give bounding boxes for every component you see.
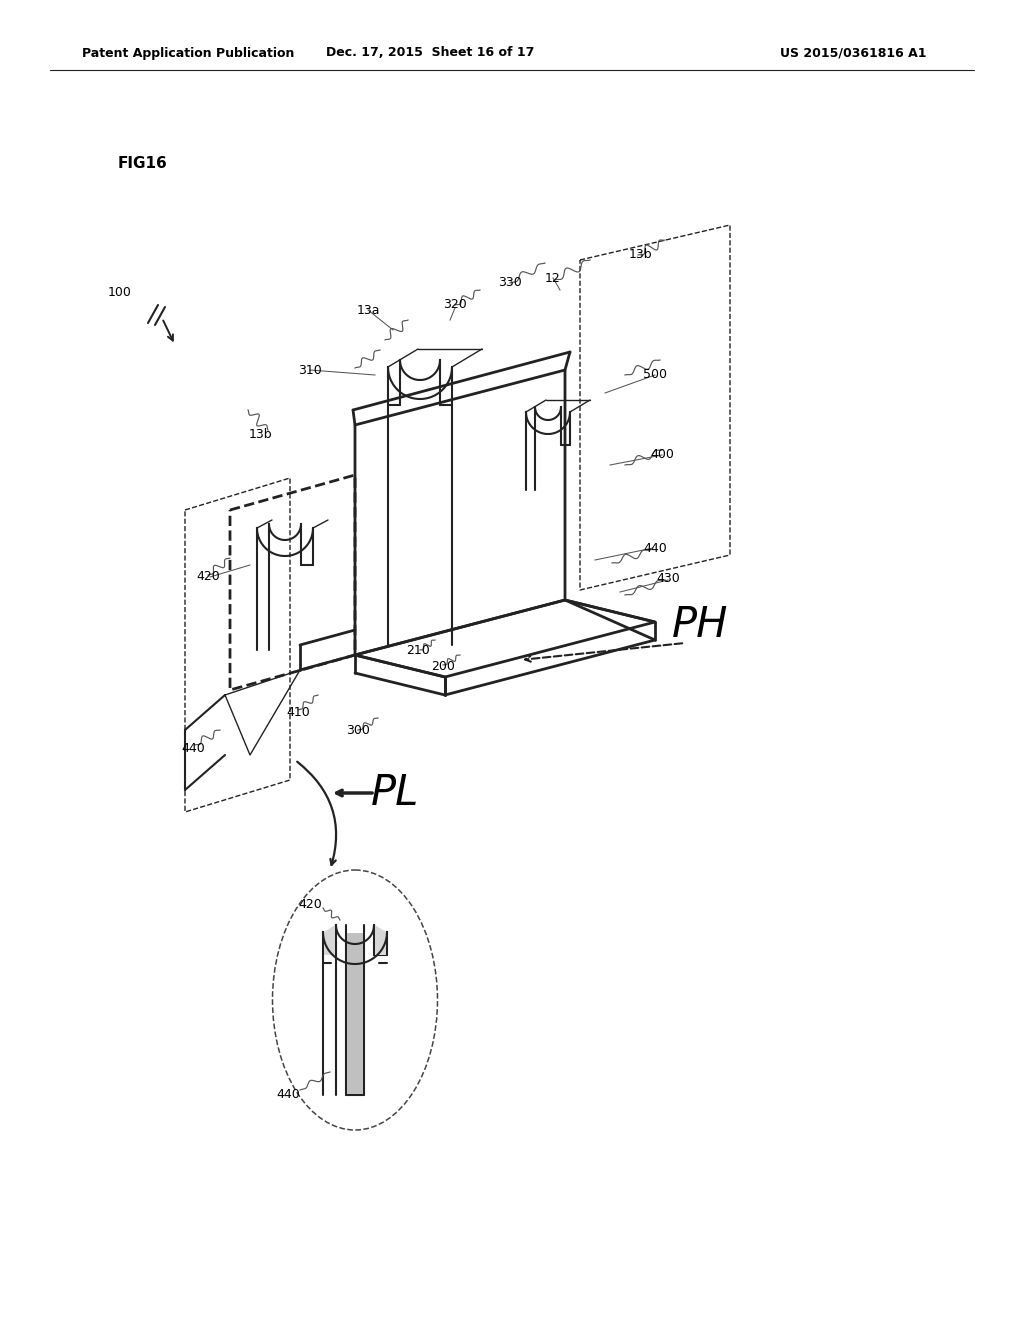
Text: 500: 500 — [643, 368, 667, 381]
Text: 430: 430 — [656, 572, 680, 585]
Polygon shape — [347, 933, 362, 1094]
Text: 420: 420 — [298, 899, 322, 912]
Text: Patent Application Publication: Patent Application Publication — [82, 46, 294, 59]
Text: 440: 440 — [276, 1089, 300, 1101]
Text: 440: 440 — [643, 541, 667, 554]
Text: 300: 300 — [346, 723, 370, 737]
Text: 420: 420 — [197, 570, 220, 583]
Polygon shape — [324, 925, 335, 954]
Text: 210: 210 — [407, 644, 430, 657]
Text: 440: 440 — [181, 742, 205, 755]
Text: 410: 410 — [286, 705, 310, 718]
Text: PH: PH — [672, 605, 728, 645]
Text: Dec. 17, 2015  Sheet 16 of 17: Dec. 17, 2015 Sheet 16 of 17 — [326, 46, 535, 59]
Text: 400: 400 — [650, 449, 674, 462]
Text: FIG16: FIG16 — [118, 156, 168, 170]
Text: 12: 12 — [545, 272, 561, 285]
Text: 100: 100 — [109, 286, 132, 300]
Text: 13b: 13b — [628, 248, 652, 261]
Text: 13b: 13b — [248, 429, 271, 441]
Text: 200: 200 — [431, 660, 455, 672]
Text: PL: PL — [371, 772, 419, 814]
Text: 310: 310 — [298, 363, 322, 376]
Polygon shape — [375, 925, 386, 954]
Text: 320: 320 — [443, 298, 467, 312]
Text: 330: 330 — [498, 276, 522, 289]
Text: 13a: 13a — [356, 304, 380, 317]
Text: US 2015/0361816 A1: US 2015/0361816 A1 — [780, 46, 927, 59]
